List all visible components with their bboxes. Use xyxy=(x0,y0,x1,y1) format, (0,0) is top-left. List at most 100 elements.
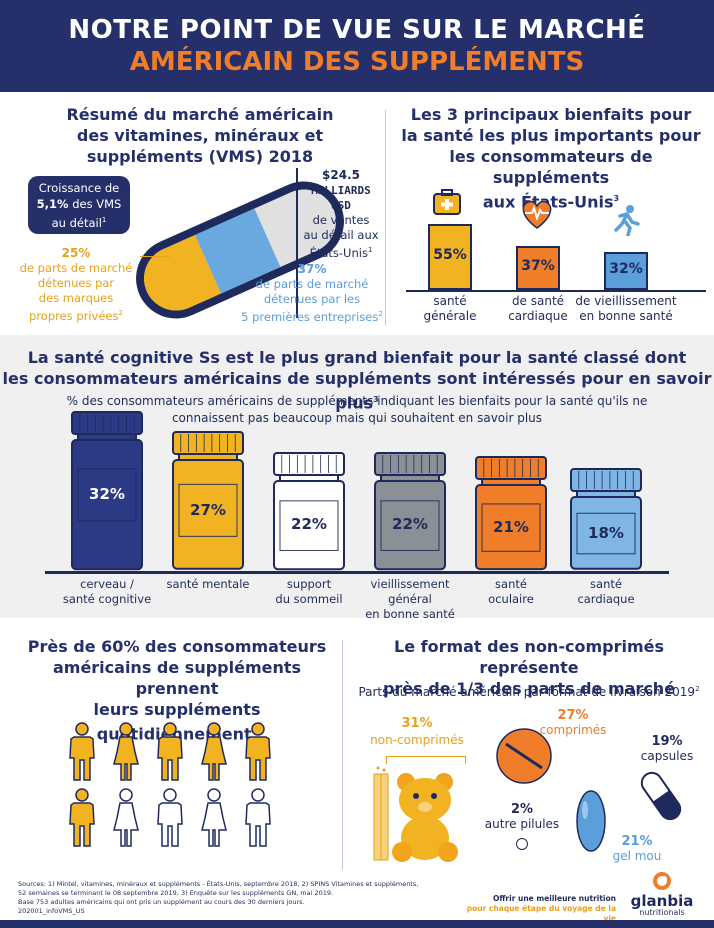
small-pill-icon xyxy=(516,838,528,850)
bottle-value: 22% xyxy=(392,515,428,534)
cognitive-baseline xyxy=(45,571,669,574)
person-filled-icon xyxy=(201,722,227,781)
cognitive-title-l1: La santé cognitive Ss est le plus grand … xyxy=(27,348,687,367)
comp-block: 27% comprimés xyxy=(528,708,618,738)
tagline: Offrir une meilleure nutrition pour chaq… xyxy=(456,894,616,924)
noncomp-label: non-comprimés xyxy=(370,733,464,747)
running-person-icon xyxy=(614,205,640,236)
private-l3: des marques xyxy=(38,291,114,305)
sales-bracket xyxy=(296,168,300,318)
brand-name: glanbia xyxy=(630,892,694,910)
bottle-value: 32% xyxy=(89,484,125,503)
growth-percent: 5,1% xyxy=(36,197,69,211)
supplement-bottle xyxy=(71,410,143,570)
heart-pulse-icon xyxy=(522,200,552,229)
person-filled-icon xyxy=(245,722,271,781)
noncomp-block: 31% non-comprimés xyxy=(362,716,472,748)
bottle-label: cerveau / santé cognitive xyxy=(55,577,159,607)
formats-sub: Parts du marché américain par format de … xyxy=(358,685,696,699)
bottle-label-line: santé xyxy=(590,577,622,591)
bottle-label-line: cardiaque xyxy=(577,592,635,606)
benefit-label: santé générale xyxy=(395,294,505,324)
sources-l2: 52 semaines se terminant le 08 septembre… xyxy=(18,889,334,897)
divider-bottom xyxy=(342,640,343,870)
cognitive-title: La santé cognitive Ss est le plus grand … xyxy=(0,347,714,413)
brand-swirl-icon xyxy=(653,872,671,890)
supplement-bottle xyxy=(273,451,345,570)
person-outline-icon xyxy=(245,788,271,847)
person-filled-icon xyxy=(69,788,95,847)
other-block: 2% autre pilules xyxy=(474,802,570,832)
growth-sup: 1 xyxy=(101,216,107,224)
bottle-value: 27% xyxy=(190,500,226,519)
sources-l1: Sources: 1) Mintel, vitamines, minéraux … xyxy=(18,880,419,888)
growth-badge: Croissance de 5,1% des VMS au détail1 xyxy=(28,176,130,234)
summary-title-l1: Résumé du marché américain xyxy=(66,105,334,124)
sales-l1: de ventes xyxy=(312,213,370,227)
cognitive-title-l2: les consommateurs américains de suppléme… xyxy=(2,369,712,413)
bottle-label: support du sommeil xyxy=(257,577,361,607)
pill-graphic xyxy=(136,181,344,319)
sources-note: Sources: 1) Mintel, vitamines, minéraux … xyxy=(18,880,438,916)
supplement-bottle xyxy=(475,455,547,570)
bottle-value: 18% xyxy=(588,523,624,542)
benefit-label-line: de vieillissement xyxy=(575,294,677,308)
gel-pct: 21% xyxy=(621,834,653,849)
cognitive-sub-l2: connaissent pas beaucoup mais qui souhai… xyxy=(171,411,543,425)
gel-block: 21% gel mou xyxy=(602,834,672,864)
bottle-value: 22% xyxy=(291,515,327,534)
benefits-title-l4: aux États-Unis xyxy=(482,192,614,212)
benefit-bar: 32% xyxy=(604,251,648,290)
caps-label: capsules xyxy=(640,749,694,763)
divider-top xyxy=(385,110,386,325)
benefits-title: Les 3 principaux bienfaits pour la santé… xyxy=(390,104,712,212)
person-filled-icon xyxy=(157,722,183,781)
formats-sub-sup: 2 xyxy=(695,685,700,693)
bottle-label-line: général xyxy=(388,592,432,606)
private-label-block: 25% de parts de marché détenues par des … xyxy=(12,246,140,324)
benefit-bar: 37% xyxy=(516,245,560,290)
benefits-title-l2: la santé les plus importants pour xyxy=(401,126,701,145)
bottle-label: vieillissement général en bonne santé xyxy=(358,577,462,622)
benefits-title-sup: 3 xyxy=(613,194,620,203)
bottle-label-line: support xyxy=(286,577,332,591)
brand-logo: glanbia nutritionals xyxy=(620,872,704,917)
growth-line2: des VMS xyxy=(68,197,122,211)
supplement-bottle xyxy=(374,451,446,570)
bottle-label: santé oculaire xyxy=(459,577,563,607)
summary-title: Résumé du marché américain des vitamines… xyxy=(40,104,360,167)
benefits-title-l3: les consommateurs de suppléments xyxy=(449,147,653,187)
benefit-label: de vieillissement en bonne santé xyxy=(571,294,681,324)
benefits-title-l1: Les 3 principaux bienfaits pour xyxy=(410,105,692,124)
person-outline-icon xyxy=(113,788,139,847)
comp-pct: 27% xyxy=(557,708,589,723)
daily-title-l2: américains de suppléments prennent xyxy=(52,658,302,698)
noncomp-pct: 31% xyxy=(401,716,433,731)
sales-value: $24.5 xyxy=(322,168,360,182)
summary-title-l2: des vitamines, minéraux et xyxy=(76,126,324,145)
cognitive-title-sup: 3 xyxy=(373,395,379,404)
doc-code: 202001_infoVMS_US xyxy=(18,907,85,915)
bottle-label-line: santé mentale xyxy=(166,577,250,591)
benefits-baseline xyxy=(406,290,706,292)
top5-l3: 5 premières entreprises xyxy=(241,309,379,324)
private-leader-line xyxy=(140,256,170,257)
bottle-label-line: du sommeil xyxy=(275,592,343,606)
top5-l1: de parts de marché xyxy=(255,277,369,291)
private-l4: propres privées xyxy=(29,308,119,323)
gummy-bear-icon xyxy=(373,766,458,862)
benefit-bar: 55% xyxy=(428,224,472,290)
benefit-label-line: santé xyxy=(433,294,467,308)
cognitive-subtitle: % des consommateurs américains de supplé… xyxy=(0,393,714,427)
tagline-l2: pour chaque étape du voyage de la vie xyxy=(466,904,616,923)
bottle-label-line: santé xyxy=(495,577,527,591)
sales-l2: au détail aux xyxy=(303,228,379,242)
sales-unit-l2: USD xyxy=(331,199,351,212)
benefit-value: 37% xyxy=(521,257,555,274)
header-title-line1: NOTRE POINT DE VUE SUR LE MARCHÉ xyxy=(68,15,646,45)
person-filled-icon xyxy=(113,722,139,781)
bottle-label-line: oculaire xyxy=(488,592,534,606)
benefit-label-line: de santé xyxy=(511,294,565,308)
benefit-value: 55% xyxy=(433,247,467,263)
supplement-bottle xyxy=(172,431,244,570)
